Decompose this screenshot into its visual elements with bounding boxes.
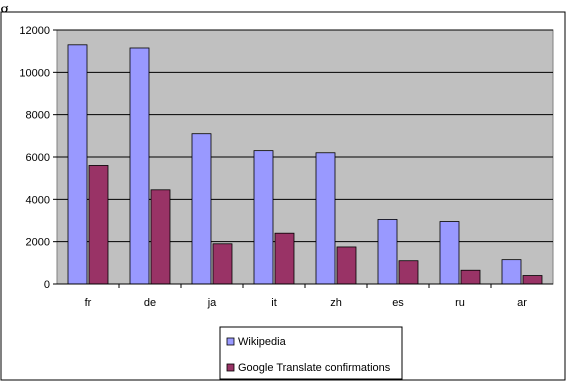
legend-label-wikipedia: Wikipedia (238, 336, 287, 348)
y-tick-label-2000: 2000 (26, 237, 50, 249)
bar-wikipedia-ru (439, 221, 460, 285)
legend: Wikipedia Google Translate confirmations (219, 326, 403, 380)
y-tick-label-4000: 4000 (26, 194, 50, 206)
bar-wikipedia-de (129, 47, 150, 285)
y-axis: 0 2000 4000 6000 8000 10000 12000 (19, 25, 57, 291)
legend-swatch-google-translate (226, 363, 235, 372)
bar-google-translate-zh (336, 246, 357, 285)
bar-wikipedia-fr (67, 44, 88, 285)
x-tick-label-it: it (271, 297, 277, 309)
bar-wikipedia-it (253, 150, 274, 285)
bar-wikipedia-es (377, 219, 398, 285)
x-tick-label-es: es (392, 297, 404, 309)
bar-google-translate-ar (522, 275, 543, 285)
legend-box (219, 326, 403, 380)
bar-wikipedia-ar (501, 259, 522, 285)
bar-wikipedia-zh (315, 152, 336, 285)
legend-swatch-wikipedia (226, 337, 235, 346)
x-tick-label-de: de (144, 297, 156, 309)
bar-google-translate-it (274, 232, 295, 285)
bar-google-translate-es (398, 260, 419, 285)
bar-google-translate-ru (460, 269, 481, 285)
y-tick-label-0: 0 (44, 279, 50, 291)
page-text-fragment: g (0, 0, 9, 19)
x-tick-label-fr: fr (85, 297, 92, 309)
bar-google-translate-ja (212, 243, 233, 285)
y-tick-label-10000: 10000 (19, 67, 50, 79)
legend-label-google-translate: Google Translate confirmations (238, 362, 391, 374)
bar-wikipedia-ja (191, 133, 212, 285)
x-tick-label-ja: ja (207, 297, 217, 309)
x-tick-label-zh: zh (330, 297, 342, 309)
y-tick-label-12000: 12000 (19, 25, 50, 37)
x-tick-label-ar: ar (517, 297, 527, 309)
bar-google-translate-fr (88, 165, 109, 285)
x-tick-label-ru: ru (455, 297, 465, 309)
y-tick-label-6000: 6000 (26, 152, 50, 164)
y-tick-label-8000: 8000 (26, 110, 50, 122)
bars (67, 44, 543, 285)
bar-google-translate-de (150, 189, 171, 285)
x-axis-labels: fr de ja it zh es ru ar (85, 284, 527, 309)
